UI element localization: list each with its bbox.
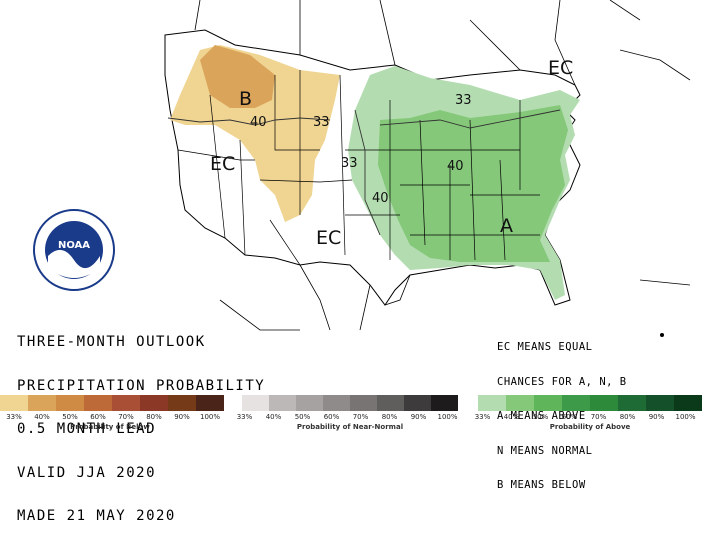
iso-label-40-central: 40 <box>447 159 464 174</box>
iso-label-33-west: 33 <box>313 115 330 130</box>
scale-swatch <box>242 395 269 411</box>
below-scale-ticks: 33% 40% 50% 60% 70% 80% 90% 100% <box>0 413 224 421</box>
legend-note-line: N MEANS NORMAL <box>497 444 593 457</box>
scale-swatch <box>0 395 28 411</box>
scale-tick-label: 70% <box>352 413 369 421</box>
scale-swatch <box>296 395 323 411</box>
scale-tick-label: 80% <box>619 413 636 421</box>
title-line: MADE 21 MAY 2020 <box>17 508 176 524</box>
scale-tick-label: 50% <box>532 413 549 421</box>
scale-swatch <box>56 395 84 411</box>
scale-tick-label: 40% <box>34 413 50 421</box>
scale-tick-label: 80% <box>381 413 398 421</box>
scale-tick-label: 50% <box>62 413 78 421</box>
legend-note-line: CHANCES FOR A, N, B <box>497 375 627 388</box>
scale-swatch <box>350 395 377 411</box>
scale-swatch <box>478 395 506 411</box>
legend-note-line: EC MEANS EQUAL <box>497 341 593 353</box>
iso-label-40-south: 40 <box>372 191 389 206</box>
scale-tick-label: 90% <box>174 413 190 421</box>
scale-tick-label: 70% <box>118 413 134 421</box>
scale-tick-label: 40% <box>265 413 282 421</box>
scale-tick-label: 60% <box>323 413 340 421</box>
scale-tick-label: 90% <box>410 413 427 421</box>
title-line: VALID JJA 2020 <box>17 464 157 481</box>
title-line: PRECIPITATION PROBABILITY <box>17 377 266 394</box>
legend-note-line: B MEANS BELOW <box>497 479 586 491</box>
scale-tick-label: 60% <box>90 413 106 421</box>
above-region-mid <box>378 105 568 262</box>
legend-dot <box>660 333 664 337</box>
scale-tick-label: 90% <box>648 413 665 421</box>
below-scale-caption: Probability of Below <box>70 423 150 431</box>
scale-swatch <box>377 395 404 411</box>
scale-swatch <box>618 395 646 411</box>
iso-label-33-central: 33 <box>341 156 358 171</box>
near-normal-color-scale <box>242 395 458 411</box>
scale-tick-label: 33% <box>236 413 253 421</box>
scale-swatch <box>84 395 112 411</box>
state-boundaries <box>177 70 540 266</box>
scale-tick-label: 60% <box>561 413 578 421</box>
scale-swatch <box>404 395 431 411</box>
scale-swatch <box>590 395 618 411</box>
international-borders <box>194 0 691 331</box>
label-below: B <box>239 88 252 110</box>
scale-tick-label: 70% <box>590 413 607 421</box>
category-legend: EC MEANS EQUAL CHANCES FOR A, N, B A MEA… <box>497 319 627 503</box>
scale-tick-label: 40% <box>503 413 520 421</box>
label-ec-west: EC <box>210 153 235 175</box>
iso-label-33-northeast: 33 <box>455 93 472 108</box>
scale-tick-label: 80% <box>146 413 162 421</box>
scale-swatch <box>112 395 140 411</box>
label-ec-south: EC <box>316 227 341 249</box>
near-normal-scale-caption: Probability of Near-Normal <box>296 423 404 431</box>
near-normal-scale-ticks: 33% 40% 50% 60% 70% 80% 90% 100% <box>230 413 462 421</box>
scale-tick-label: 100% <box>437 413 458 421</box>
noaa-logo-text: NOAA <box>58 240 90 251</box>
scale-swatch <box>28 395 56 411</box>
above-color-scale <box>478 395 702 411</box>
legend-note-line: A MEANS ABOVE <box>497 410 586 422</box>
scale-swatch <box>323 395 350 411</box>
scale-swatch <box>562 395 590 411</box>
iso-label-40-west: 40 <box>250 115 267 130</box>
noaa-logo: NOAA <box>33 209 115 291</box>
scale-swatch <box>168 395 196 411</box>
scale-swatch <box>269 395 296 411</box>
outlook-map: EC EC EC B A 40 33 33 33 40 40 <box>164 0 691 331</box>
scale-swatch <box>646 395 674 411</box>
scale-swatch <box>196 395 224 411</box>
below-color-scale <box>0 395 224 411</box>
scale-swatch <box>506 395 534 411</box>
outlook-title: THREE-MONTH OUTLOOK PRECIPITATION PROBAB… <box>17 306 265 538</box>
scale-swatch <box>674 395 702 411</box>
scale-swatch <box>534 395 562 411</box>
label-ec-top-right: EC <box>548 57 573 79</box>
above-scale-ticks: 33% 40% 50% 60% 70% 80% 90% 100% <box>468 413 700 421</box>
isolines <box>167 109 561 236</box>
below-region-dark <box>200 45 275 108</box>
title-line: THREE-MONTH OUTLOOK <box>17 334 206 350</box>
above-scale-caption: Probability of Above <box>549 423 631 431</box>
scale-swatch <box>140 395 168 411</box>
scale-tick-label: 100% <box>675 413 696 421</box>
scale-tick-label: 100% <box>199 413 220 421</box>
label-above: A <box>500 215 513 237</box>
scale-tick-label: 50% <box>294 413 311 421</box>
scale-tick-label: 33% <box>6 413 22 421</box>
scale-tick-label: 33% <box>474 413 491 421</box>
scale-swatch <box>431 395 458 411</box>
